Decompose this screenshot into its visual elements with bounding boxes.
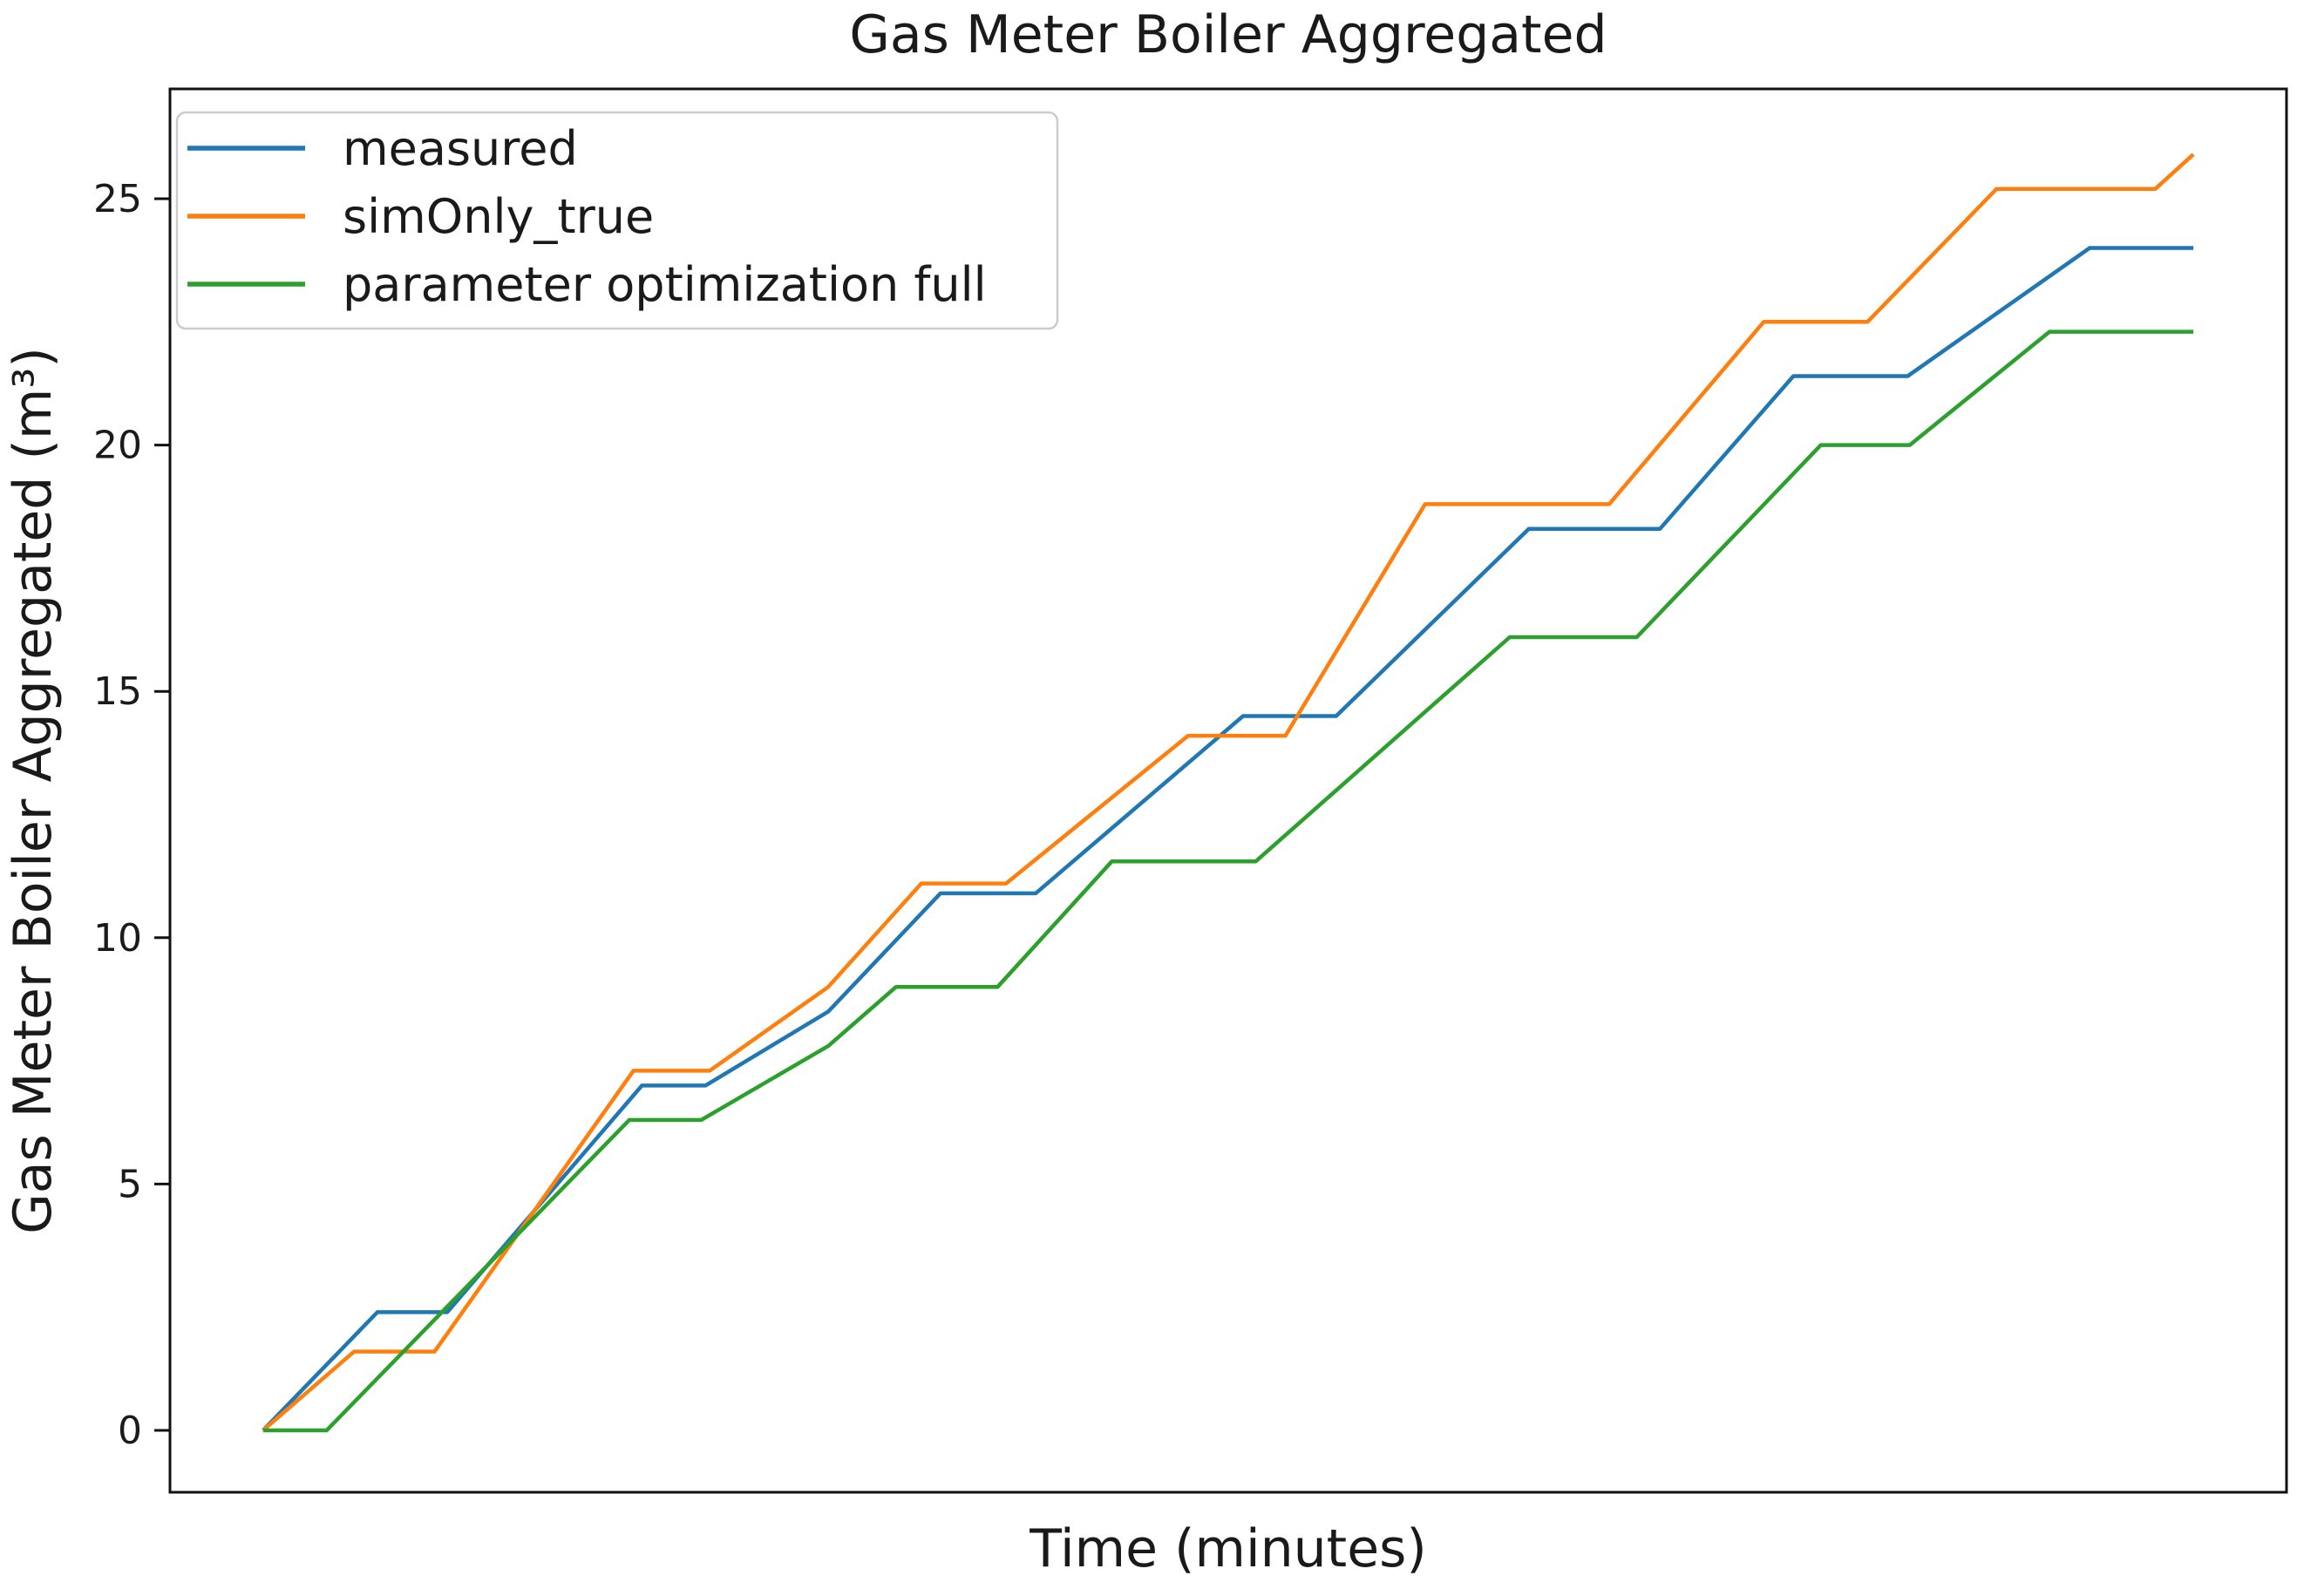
chart-title: Gas Meter Boiler Aggregated: [849, 4, 1607, 65]
y-axis-label: Gas Meter Boiler Aggregated (m³): [3, 347, 64, 1234]
legend-item-label: parameter optimization full: [343, 257, 987, 312]
legend-box: [175, 111, 1059, 330]
y-tick-label: 5: [118, 1162, 142, 1206]
series-line-measured: [262, 246, 2194, 1432]
y-tick-label: 20: [93, 424, 142, 468]
y-tick-label: 0: [118, 1409, 142, 1453]
y-tick-label: 15: [93, 669, 142, 714]
legend-item-label: measured: [343, 121, 578, 176]
series-line-parameter-optimization-full: [262, 329, 2194, 1433]
plot-border: [168, 87, 2288, 1494]
x-axis-label: Time (minutes): [1029, 1518, 1427, 1579]
plot-lines: [262, 153, 2195, 1433]
series-line-simOnly_true: [262, 153, 2195, 1432]
legend-item-label: simOnly_true: [343, 189, 654, 244]
y-tick-label: 10: [93, 916, 142, 961]
legend: measured simOnly_true parameter optimizati…: [175, 111, 1059, 330]
y-axis-ticks: 0 5 10 15 20 25: [93, 177, 170, 1453]
y-tick-label: 25: [93, 177, 142, 221]
